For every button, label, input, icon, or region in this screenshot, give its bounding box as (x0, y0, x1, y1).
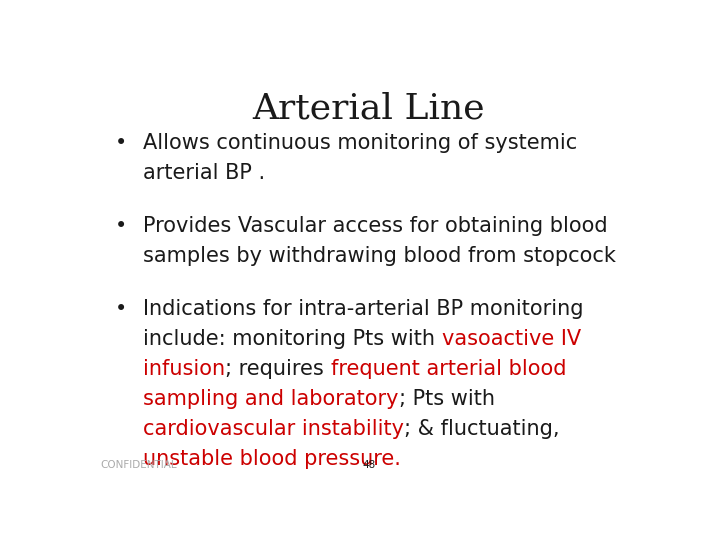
Text: •: • (114, 133, 127, 153)
Text: ; & fluctuating,: ; & fluctuating, (404, 418, 559, 438)
Text: unstable blood pressure.: unstable blood pressure. (143, 449, 401, 469)
Text: frequent arterial blood: frequent arterial blood (330, 359, 566, 379)
Text: samples by withdrawing blood from stopcock: samples by withdrawing blood from stopco… (143, 246, 616, 266)
Text: Allows continuous monitoring of systemic: Allows continuous monitoring of systemic (143, 133, 577, 153)
Text: cardiovascular instability: cardiovascular instability (143, 418, 404, 438)
Text: CONFIDENTIAL: CONFIDENTIAL (100, 460, 176, 470)
Text: •: • (114, 216, 127, 236)
Text: infusion: infusion (143, 359, 225, 379)
Text: include: monitoring Pts with: include: monitoring Pts with (143, 329, 441, 349)
Text: ; requires: ; requires (225, 359, 330, 379)
Text: 48: 48 (362, 460, 376, 470)
Text: vasoactive IV: vasoactive IV (441, 329, 581, 349)
Text: ; Pts with: ; Pts with (398, 389, 495, 409)
Text: arterial BP .: arterial BP . (143, 163, 265, 184)
Text: Provides Vascular access for obtaining blood: Provides Vascular access for obtaining b… (143, 216, 608, 236)
Text: •: • (114, 299, 127, 319)
Text: Indications for intra-arterial BP monitoring: Indications for intra-arterial BP monito… (143, 299, 583, 319)
Text: Arterial Line: Arterial Line (253, 92, 485, 126)
Text: sampling and laboratory: sampling and laboratory (143, 389, 398, 409)
